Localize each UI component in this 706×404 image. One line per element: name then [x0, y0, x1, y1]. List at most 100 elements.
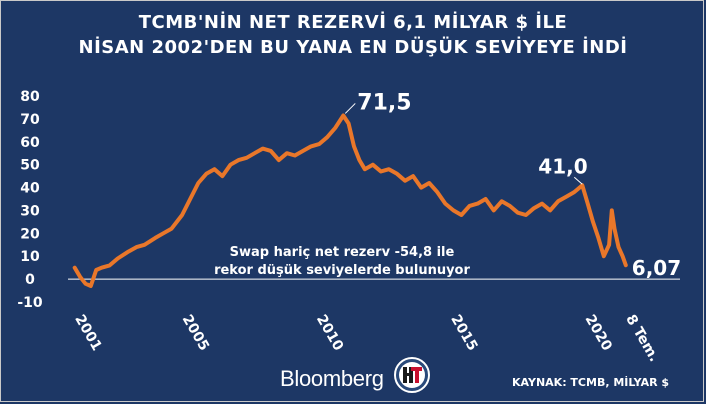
x-tick-label: 2005: [179, 312, 212, 354]
data-point: [78, 275, 82, 279]
ht-logo-icon: [394, 357, 430, 393]
data-point: [317, 142, 321, 146]
data-point: [341, 113, 345, 117]
data-point: [269, 149, 273, 153]
data-point: [419, 186, 423, 190]
data-point: [572, 190, 576, 194]
data-point: [89, 284, 93, 288]
data-point: [548, 208, 552, 212]
data-point: [516, 211, 520, 215]
x-tick-label: 2010: [313, 312, 346, 354]
data-point: [245, 156, 249, 160]
data-point: [621, 254, 625, 258]
note-line2: rekor düşük seviyelerde bulunuyor: [214, 263, 470, 278]
data-point: [116, 257, 120, 261]
data-point: [492, 208, 496, 212]
y-tick-label: -10: [17, 295, 43, 311]
bloomberg-logo: Bloomberg: [280, 366, 384, 391]
data-point: [253, 151, 257, 155]
data-point: [610, 208, 614, 212]
data-point: [309, 144, 313, 148]
data-point: [500, 199, 504, 203]
data-point: [212, 167, 216, 171]
data-point: [261, 147, 265, 151]
data-point: [596, 236, 600, 240]
data-point: [161, 231, 165, 235]
data-point: [204, 172, 208, 176]
data-point: [180, 213, 184, 217]
data-point: [83, 282, 87, 286]
data-point: [443, 202, 447, 206]
data-point: [613, 227, 617, 231]
data-label-2019: 41,0: [538, 154, 587, 178]
data-point: [617, 245, 621, 249]
data-point: [532, 206, 536, 210]
data-point: [556, 199, 560, 203]
x-tick-label: 2020: [582, 312, 615, 354]
data-point: [143, 243, 147, 247]
data-point: [100, 266, 104, 270]
data-point: [564, 195, 568, 199]
data-point: [411, 174, 415, 178]
y-tick-label: 0: [25, 272, 35, 288]
data-point: [285, 151, 289, 155]
data-point: [126, 250, 130, 254]
data-point: [357, 158, 361, 162]
data-point: [333, 126, 337, 130]
data-point: [277, 158, 281, 162]
data-point: [451, 208, 455, 212]
peak-leader-line: [344, 103, 356, 114]
y-tick-label: 80: [20, 89, 40, 105]
chart-title-line1: TCMB'NİN NET REZERVİ 6,1 MİLYAR $ İLE: [138, 12, 568, 33]
data-point: [134, 245, 138, 249]
note-line1: Swap hariç net rezerv -54,8 ile: [230, 245, 455, 260]
data-point: [403, 179, 407, 183]
data-point: [108, 263, 112, 267]
data-label-peak: 71,5: [357, 90, 411, 115]
x-tick-label: 2001: [71, 312, 104, 354]
data-point: [459, 213, 463, 217]
x-tick-label: 8 Tem.: [622, 312, 662, 365]
label-2019-leader-line: [573, 176, 583, 185]
data-point: [237, 158, 241, 162]
data-point: [94, 268, 98, 272]
data-point: [293, 154, 297, 158]
data-point: [624, 263, 628, 267]
data-point: [169, 227, 173, 231]
data-point: [352, 144, 356, 148]
data-point: [379, 170, 383, 174]
data-point: [395, 172, 399, 176]
y-tick-label: 20: [20, 226, 40, 242]
data-point: [540, 202, 544, 206]
y-tick-label: 10: [20, 249, 40, 265]
x-tick-label: 2015: [447, 312, 480, 354]
data-point: [580, 183, 584, 187]
y-tick-label: 70: [20, 112, 40, 128]
data-point: [387, 167, 391, 171]
y-tick-label: 30: [20, 203, 40, 219]
data-label-latest: 6,07: [632, 256, 681, 280]
data-point: [371, 163, 375, 167]
data-point: [188, 197, 192, 201]
data-point: [591, 220, 595, 224]
data-point: [196, 181, 200, 185]
data-point: [524, 213, 528, 217]
data-point: [467, 204, 471, 208]
data-point: [484, 197, 488, 201]
data-point: [508, 204, 512, 208]
data-point: [427, 181, 431, 185]
data-point: [73, 266, 77, 270]
data-point: [153, 236, 157, 240]
data-point: [602, 254, 606, 258]
data-point: [347, 121, 351, 125]
data-point: [228, 163, 232, 167]
data-point: [607, 243, 611, 247]
data-point: [220, 174, 224, 178]
chart-title-line2: NİSAN 2002'DEN BU YANA EN DÜŞÜK SEVİYEYE…: [78, 37, 628, 58]
series-line: [72, 113, 628, 288]
data-point: [325, 135, 329, 139]
data-point: [586, 202, 590, 206]
y-tick-label: 50: [20, 158, 40, 174]
